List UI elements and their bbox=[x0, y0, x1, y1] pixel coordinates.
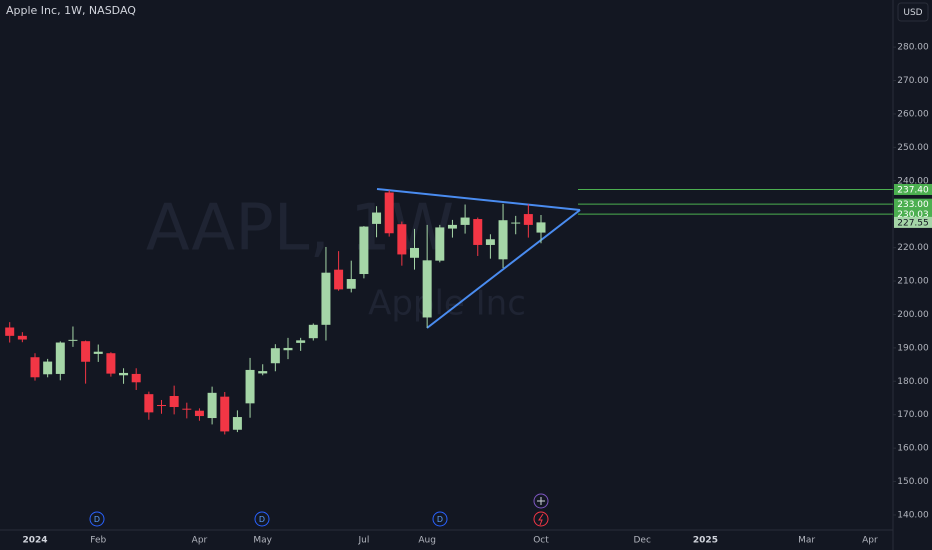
candle-body bbox=[207, 392, 217, 419]
candle-body bbox=[397, 224, 407, 255]
candle-body bbox=[81, 341, 91, 362]
candle-body bbox=[422, 260, 432, 318]
y-tick-label: 270.00 bbox=[897, 76, 929, 86]
candle-body bbox=[498, 220, 508, 260]
x-tick-label: 2024 bbox=[22, 536, 47, 546]
candle-body bbox=[30, 357, 40, 378]
last-price-label: 227.55 bbox=[897, 218, 929, 228]
candle-body bbox=[5, 327, 15, 336]
x-tick-label: Oct bbox=[533, 536, 549, 546]
candle-body bbox=[232, 417, 242, 430]
candle-body bbox=[131, 373, 141, 383]
x-tick-label: Apr bbox=[862, 536, 878, 546]
y-tick-label: 170.00 bbox=[897, 410, 929, 420]
x-tick-label: May bbox=[253, 536, 272, 546]
candle-body bbox=[43, 361, 53, 375]
currency-label[interactable]: USD bbox=[903, 8, 922, 18]
x-tick-label: Feb bbox=[90, 536, 106, 546]
candle-body bbox=[245, 369, 255, 404]
dividend-marker[interactable] bbox=[89, 511, 105, 527]
candle-body bbox=[194, 410, 204, 417]
candle-body bbox=[460, 217, 470, 225]
candle-body bbox=[220, 396, 230, 432]
candle-body bbox=[359, 226, 369, 275]
candle-body bbox=[536, 222, 546, 233]
candle-body bbox=[169, 395, 179, 408]
candle-body bbox=[258, 371, 268, 374]
event-marker[interactable] bbox=[533, 511, 549, 527]
candle-body bbox=[384, 192, 394, 234]
dividend-label: D bbox=[259, 515, 265, 524]
trend-line bbox=[376, 188, 581, 211]
dividend-marker[interactable] bbox=[432, 511, 448, 527]
candle-body bbox=[17, 335, 27, 340]
candle-body bbox=[511, 222, 521, 224]
y-tick-label: 260.00 bbox=[897, 109, 929, 119]
y-tick-label: 210.00 bbox=[897, 277, 929, 287]
x-tick-label: Mar bbox=[798, 536, 815, 546]
chart-title: Apple Inc, 1W, NASDAQ bbox=[6, 4, 136, 17]
candle-body bbox=[55, 342, 65, 374]
candle-body bbox=[334, 269, 344, 290]
y-tick-label: 280.00 bbox=[897, 43, 929, 53]
level-label-box bbox=[894, 208, 932, 220]
y-tick-label: 250.00 bbox=[897, 143, 929, 153]
candle-body bbox=[106, 353, 116, 374]
level-label-box bbox=[894, 198, 932, 210]
candle-body bbox=[119, 372, 129, 376]
candle-body bbox=[182, 408, 192, 410]
candle-body bbox=[270, 348, 280, 364]
level-label-box bbox=[894, 183, 932, 195]
currency-button[interactable] bbox=[897, 2, 929, 22]
level-label: 237.40 bbox=[897, 185, 929, 195]
last-price-box bbox=[894, 216, 932, 228]
candle-body bbox=[372, 212, 382, 224]
x-tick-label: Jul bbox=[357, 536, 369, 546]
candle-body bbox=[485, 239, 495, 245]
candle-body bbox=[435, 227, 445, 261]
y-tick-label: 180.00 bbox=[897, 377, 929, 387]
x-tick-label: 2025 bbox=[693, 536, 718, 546]
candle-body bbox=[144, 394, 154, 413]
candle-body bbox=[93, 351, 103, 354]
level-label: 230.03 bbox=[897, 210, 929, 220]
y-tick-label: 190.00 bbox=[897, 343, 929, 353]
y-tick-label: 140.00 bbox=[897, 510, 929, 520]
watermark-symbol: AAPL, 1W bbox=[146, 192, 454, 266]
candle-body bbox=[308, 324, 318, 339]
y-tick-label: 240.00 bbox=[897, 176, 929, 186]
candle-body bbox=[346, 279, 356, 289]
x-tick-label: Aug bbox=[418, 536, 436, 546]
y-tick-label: 220.00 bbox=[897, 243, 929, 253]
add-icon bbox=[537, 497, 545, 505]
trend-line bbox=[426, 209, 581, 329]
candle-body bbox=[321, 272, 331, 325]
x-tick-label: Apr bbox=[192, 536, 208, 546]
x-tick-label: Dec bbox=[633, 536, 650, 546]
dividend-label: D bbox=[94, 515, 100, 524]
watermark-name: Apple Inc bbox=[368, 284, 526, 324]
candle-body bbox=[523, 214, 533, 225]
y-tick-label: 160.00 bbox=[897, 444, 929, 454]
candle-body bbox=[447, 224, 457, 229]
candle-body bbox=[410, 247, 419, 258]
candle-body bbox=[157, 405, 166, 407]
dividend-label: D bbox=[437, 515, 443, 524]
y-tick-label: 200.00 bbox=[897, 310, 929, 320]
candle-body bbox=[296, 340, 306, 343]
level-label: 233.00 bbox=[897, 200, 929, 210]
add-button[interactable] bbox=[533, 493, 549, 509]
dividend-marker[interactable] bbox=[254, 511, 270, 527]
event-icon bbox=[538, 513, 544, 526]
y-tick-label: 150.00 bbox=[897, 477, 929, 487]
candle-body bbox=[283, 347, 293, 351]
candle-body bbox=[68, 339, 78, 341]
candle-body bbox=[473, 219, 483, 245]
